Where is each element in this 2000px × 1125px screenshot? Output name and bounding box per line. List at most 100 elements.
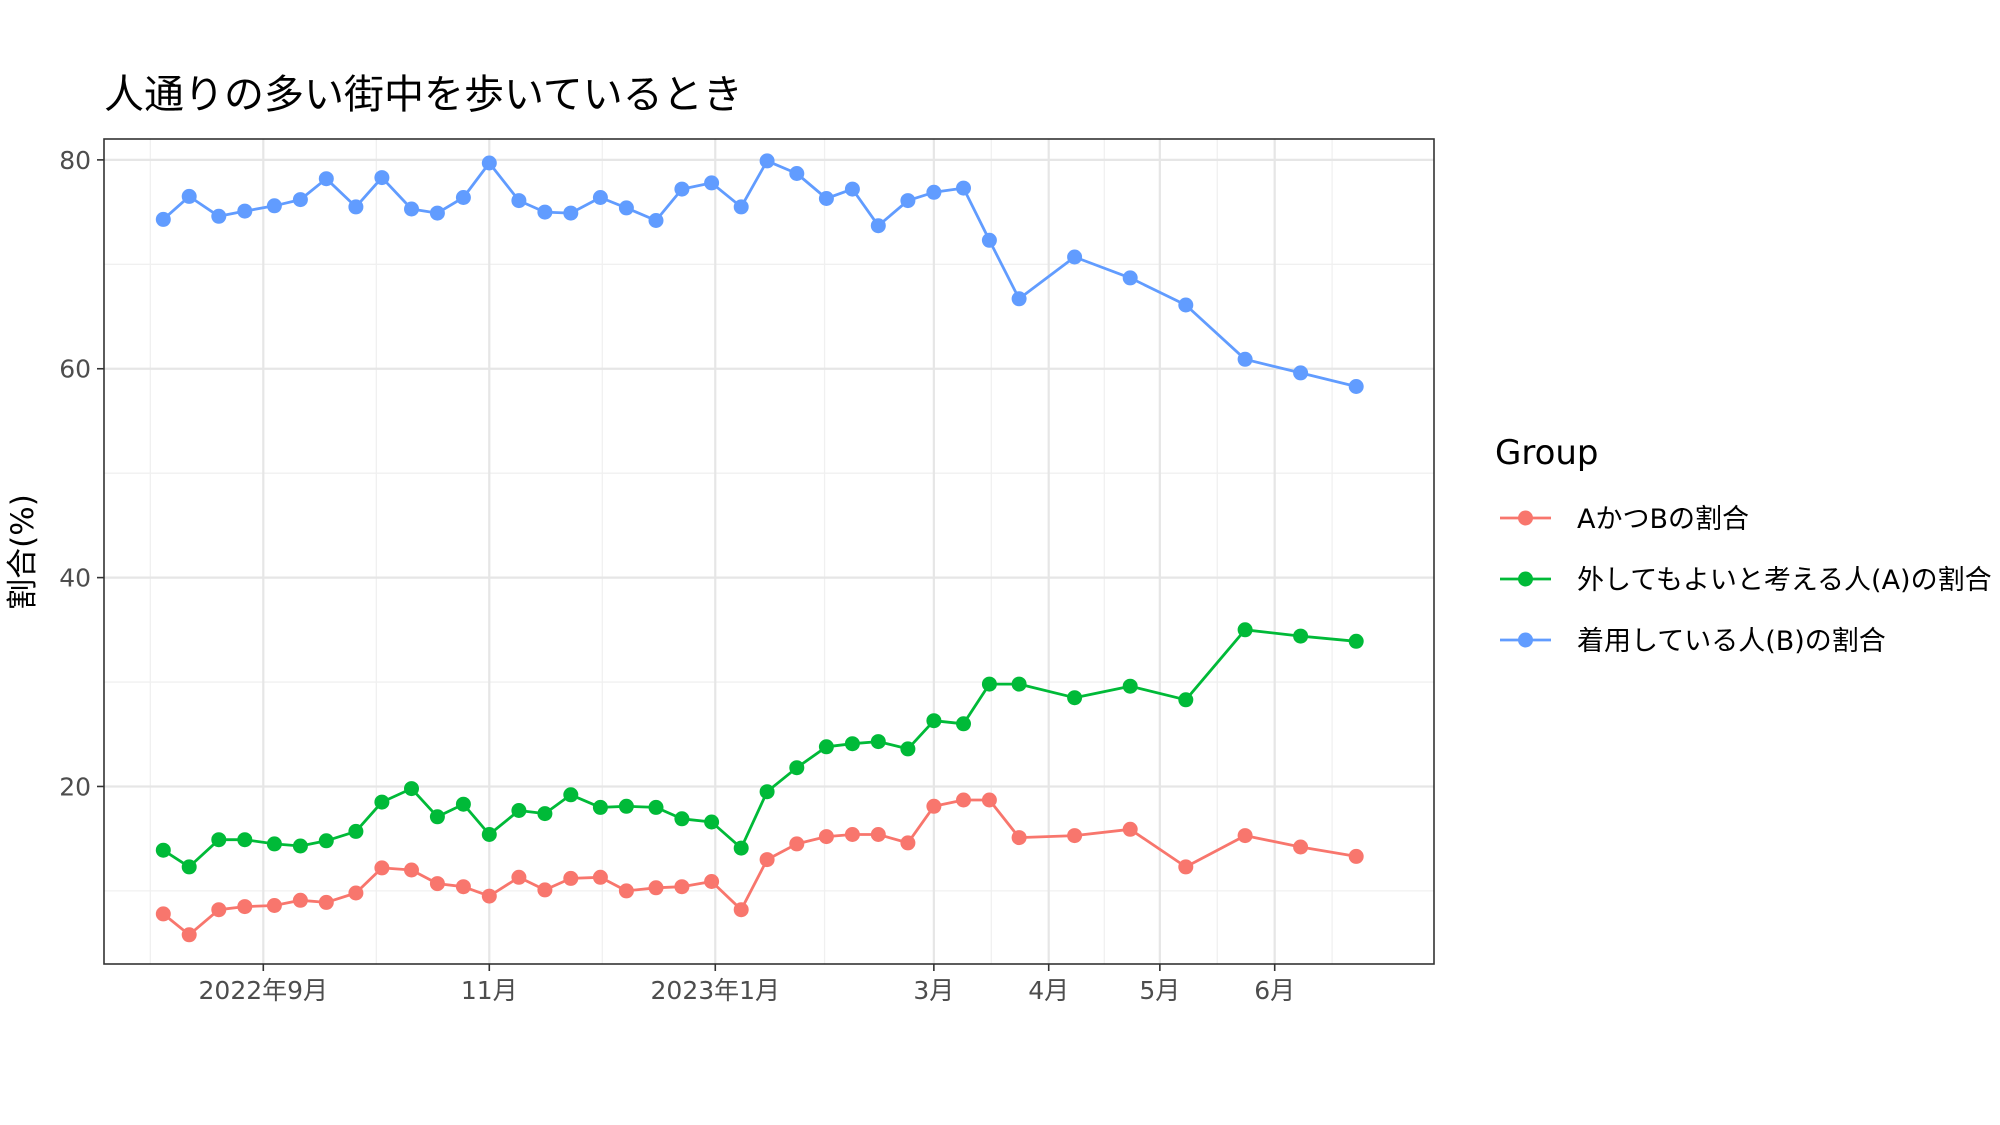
data-point [237, 899, 253, 915]
data-point [981, 792, 997, 808]
x-tick-label: 2022年9月 [199, 976, 329, 1005]
data-point [348, 823, 364, 839]
data-point [211, 832, 227, 848]
data-point [1122, 678, 1138, 694]
data-point [348, 199, 364, 215]
data-point [563, 205, 579, 221]
data-point [155, 906, 171, 922]
data-point [981, 676, 997, 692]
y-axis: 20 40 60 80 [59, 146, 104, 801]
data-point [592, 799, 608, 815]
data-point [1348, 848, 1364, 864]
data-point [1293, 365, 1309, 381]
x-axis: 2022年9月 11月 2023年1月 3月 4月 5月 6月 [199, 964, 1295, 1005]
data-point [266, 836, 282, 852]
legend-title: Group [1495, 433, 1599, 473]
data-point [318, 171, 334, 187]
data-point [618, 200, 634, 216]
legend: Group AかつBの割合外してもよいと考える人(A)の割合着用している人(B)… [1495, 433, 1992, 657]
data-point [181, 859, 197, 875]
data-point [1178, 297, 1194, 313]
y-axis-label: 割合(%) [5, 494, 41, 610]
data-point [926, 184, 942, 200]
data-point [900, 193, 916, 209]
data-point [1178, 859, 1194, 875]
data-point [374, 860, 390, 876]
data-point [1011, 676, 1027, 692]
data-point [1122, 821, 1138, 837]
data-point [1293, 839, 1309, 855]
data-point [648, 213, 664, 228]
data-point [211, 902, 227, 918]
data-point [455, 796, 471, 812]
data-point [1237, 622, 1253, 638]
data-point [1178, 692, 1194, 708]
plot-border [103, 138, 1435, 965]
data-point [900, 835, 916, 851]
data-point [537, 204, 553, 220]
x-tick-label: 11月 [461, 976, 518, 1005]
data-point [900, 741, 916, 757]
data-point [481, 155, 497, 171]
data-point [511, 869, 527, 885]
data-point [155, 842, 171, 858]
data-point [374, 170, 390, 186]
y-tick-label: 60 [59, 355, 91, 384]
data-point [870, 734, 886, 750]
data-point [759, 784, 775, 800]
data-point [956, 180, 971, 196]
data-point [1348, 633, 1364, 649]
data-point [1067, 828, 1083, 844]
data-point [1011, 291, 1027, 307]
data-point [266, 898, 282, 913]
legend-key-point [1518, 632, 1533, 648]
y-tick-label: 20 [59, 772, 91, 801]
data-point [1293, 628, 1309, 644]
data-point [1122, 270, 1138, 286]
data-point [844, 736, 860, 752]
data-point [926, 798, 942, 814]
data-point [563, 787, 579, 803]
data-point [1067, 690, 1083, 706]
data-point [674, 879, 690, 895]
data-point [956, 716, 971, 732]
data-point [870, 218, 886, 234]
data-point [481, 888, 497, 904]
data-point [266, 198, 282, 214]
data-point [981, 232, 997, 248]
x-tick-label: 4月 [1028, 976, 1069, 1005]
data-point [618, 798, 634, 814]
data-point [926, 713, 942, 729]
data-point [618, 883, 634, 899]
x-tick-label: 5月 [1139, 976, 1180, 1005]
data-point [648, 880, 664, 896]
legend-item: 着用している人(B)の割合 [1500, 626, 1886, 657]
legend-item: 外してもよいと考える人(A)の割合 [1500, 565, 1992, 596]
data-point [455, 190, 471, 205]
data-point [844, 827, 860, 842]
data-point [563, 870, 579, 886]
data-point [404, 781, 419, 797]
data-point [537, 806, 553, 822]
data-point [237, 203, 253, 219]
data-point [537, 882, 553, 898]
data-point [481, 827, 497, 842]
data-point [818, 829, 834, 845]
data-point [511, 193, 527, 209]
data-point [429, 876, 445, 892]
legend-item: AかつBの割合 [1500, 504, 1749, 535]
data-point [181, 188, 197, 204]
data-point [789, 760, 805, 776]
data-point [404, 862, 419, 878]
data-point [292, 192, 308, 208]
data-point [789, 166, 805, 181]
data-point [1237, 828, 1253, 844]
legend-key-point [1518, 571, 1533, 587]
data-point [1011, 830, 1027, 846]
legend-key-point [1518, 510, 1533, 526]
data-point [181, 927, 197, 943]
data-point [404, 201, 419, 217]
data-point [318, 833, 334, 849]
legend-label: AかつBの割合 [1577, 504, 1749, 535]
